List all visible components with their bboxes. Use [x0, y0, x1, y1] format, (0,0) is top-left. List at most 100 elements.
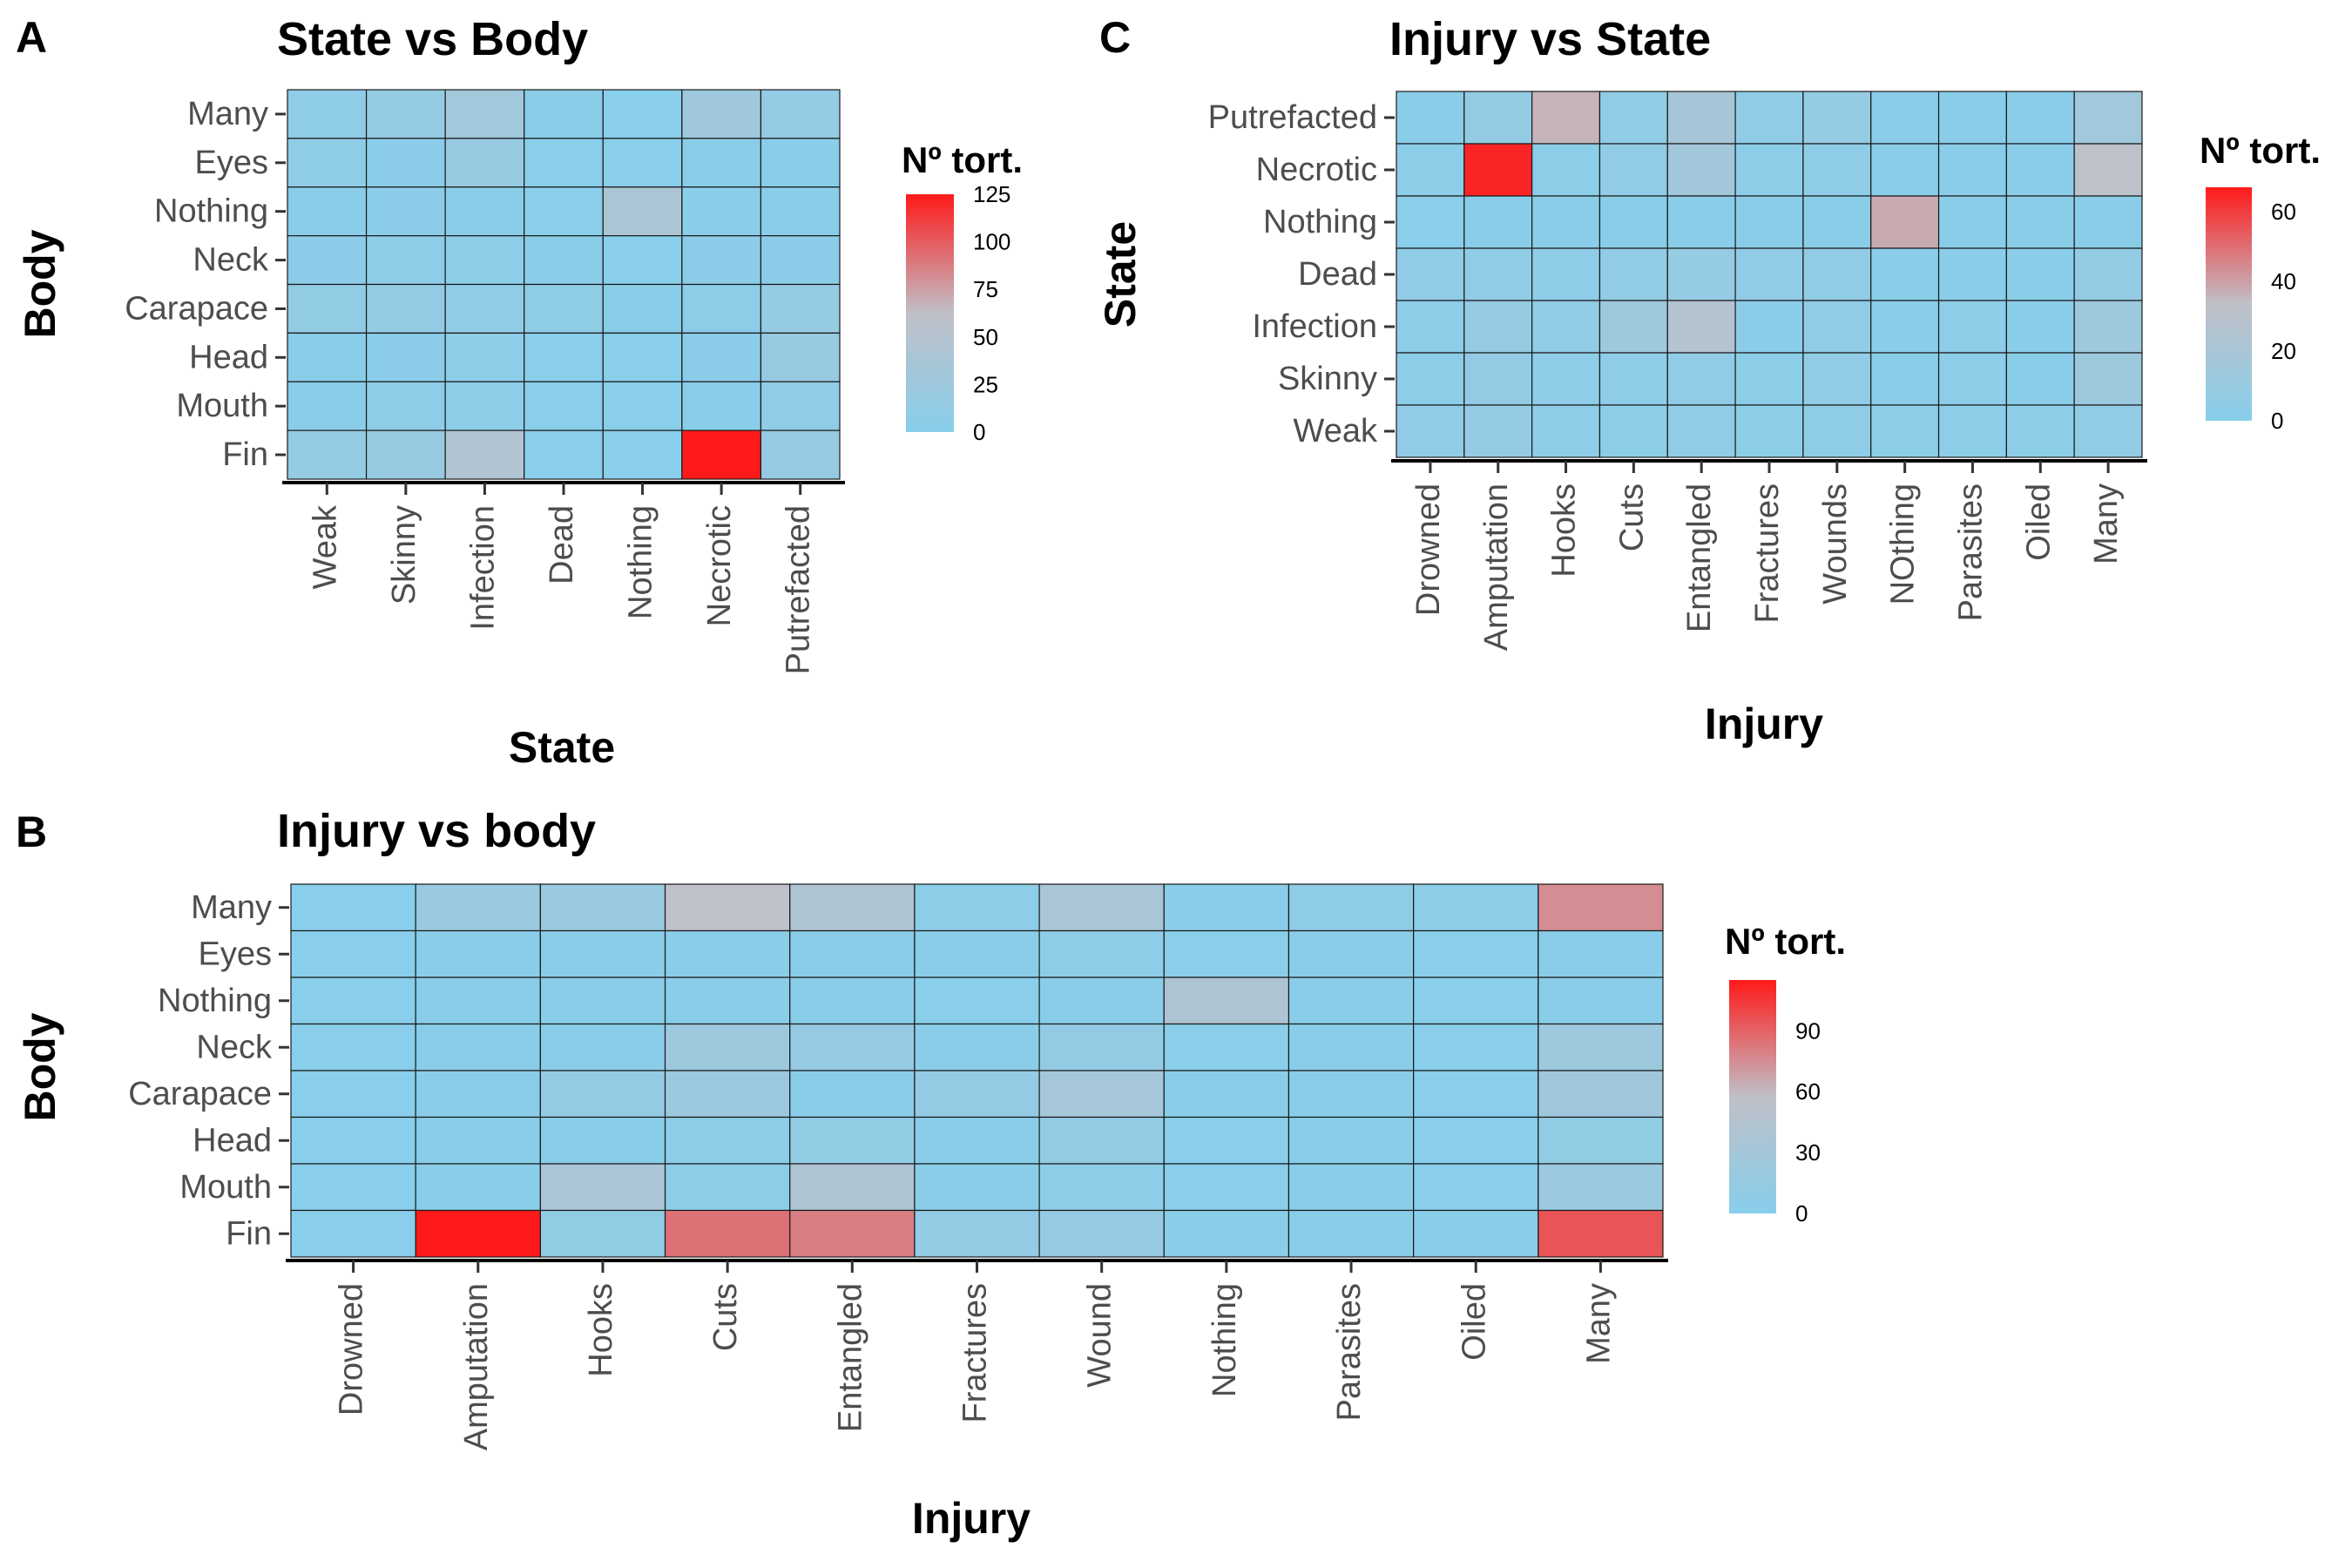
heatmap-cell: [365, 89, 446, 139]
heatmap-cell: [287, 235, 368, 286]
heatmap-cell: [1734, 195, 1804, 249]
heatmap-cell: [524, 89, 604, 139]
heatmap-cell: [1734, 352, 1804, 406]
heatmap-cell: [664, 1163, 791, 1212]
x-tick-label: Drowned: [1410, 483, 1447, 616]
heatmap-cell: [1598, 195, 1668, 249]
heatmap-cell: [1802, 91, 1872, 145]
heatmap-cell: [444, 429, 525, 480]
heatmap-cell: [760, 429, 841, 480]
heatmap-cell: [290, 1070, 416, 1119]
heatmap-cell: [290, 929, 416, 978]
heatmap-cell: [2073, 143, 2143, 197]
legend-tick-label: 100: [973, 229, 1010, 255]
heatmap-cell: [415, 929, 541, 978]
y-tick-label: Nothing: [1263, 204, 1377, 240]
heatmap-cells: [290, 883, 1664, 1258]
heatmap-cell: [1038, 1163, 1165, 1212]
heatmap-cell: [1396, 195, 1465, 249]
heatmap-cell: [539, 977, 666, 1025]
heatmap-cell: [1396, 247, 1465, 301]
heatmap-cell: [365, 138, 446, 188]
heatmap-cell: [664, 1209, 791, 1258]
heatmap-cell: [1734, 143, 1804, 197]
heatmap-cell: [1802, 404, 1872, 458]
heatmap-cell: [287, 332, 368, 382]
heatmap-cell: [1937, 352, 2007, 406]
color-legend: Nº tort. 0 30 60 90: [1725, 921, 1846, 1227]
y-axis-title: Body: [16, 1012, 64, 1121]
y-tick-label: Weak: [1294, 413, 1378, 449]
heatmap-cell: [789, 1070, 916, 1119]
y-tick-label: Many: [191, 889, 272, 926]
heatmap-cell: [365, 235, 446, 286]
heatmap-cell: [1396, 91, 1465, 145]
heatmap-cell: [1463, 91, 1533, 145]
y-tick-label: Fin: [226, 1215, 272, 1252]
x-tick-label: Cuts: [1613, 483, 1650, 551]
heatmap-cell: [1802, 352, 1872, 406]
x-tick-label: NOthing: [1885, 483, 1922, 605]
heatmap-cell: [1937, 247, 2007, 301]
heatmap-cell: [415, 1070, 541, 1119]
heatmap-cell: [1413, 1209, 1539, 1258]
heatmap-cell: [602, 186, 683, 237]
heatmap-cell: [1288, 977, 1415, 1025]
heatmap-cell: [1463, 300, 1533, 354]
heatmap-cell: [287, 283, 368, 334]
heatmap-cell: [664, 929, 791, 978]
y-tick-label: Head: [189, 339, 268, 375]
heatmap-cell: [539, 1163, 666, 1212]
x-tick-label: Drowned: [334, 1283, 370, 1416]
heatmap-cell: [1396, 300, 1465, 354]
heatmap-cell: [365, 429, 446, 480]
heatmap-cell: [1538, 977, 1664, 1025]
heatmap-cell: [1163, 977, 1290, 1025]
heatmap-cell: [1538, 883, 1664, 932]
heatmap-cell: [1937, 143, 2007, 197]
x-tick-label: Putrefacted: [781, 505, 817, 674]
heatmap-cell: [415, 1163, 541, 1212]
heatmap-cell: [2005, 143, 2075, 197]
legend-colorbar: [2206, 187, 2252, 421]
legend-title: Nº tort.: [2200, 130, 2321, 171]
heatmap-cell: [1666, 143, 1736, 197]
heatmap-cell: [365, 186, 446, 237]
heatmap-cell: [1396, 143, 1465, 197]
heatmap-cell: [1734, 91, 1804, 145]
y-tick-label: Necrotic: [1256, 152, 1377, 188]
heatmap-cell: [2073, 247, 2143, 301]
heatmap-cells: [1396, 91, 2143, 458]
y-axis: Many Eyes Nothing Neck Carapace Head Mouth Fin: [128, 889, 289, 1252]
x-tick-label: Infection: [464, 505, 501, 631]
legend-tick-label: 25: [973, 371, 998, 397]
chart-title: Injury vs State: [1389, 13, 1711, 65]
heatmap-cell: [1870, 143, 1940, 197]
legend-tick-label: 60: [2271, 199, 2296, 225]
heatmap-cell: [524, 138, 604, 188]
x-tick-label: Hooks: [583, 1283, 619, 1377]
heatmap-cell: [1288, 929, 1415, 978]
y-axis: Putrefacted Necrotic Nothing Dead Infection S…: [1208, 99, 1395, 449]
y-tick-label: Neck: [193, 242, 269, 279]
heatmap-cell: [1531, 143, 1601, 197]
legend-tick-label: 60: [1795, 1078, 1821, 1105]
legend-tick-label: 75: [973, 276, 998, 302]
heatmap-cell: [1288, 883, 1415, 932]
heatmap-cell: [681, 429, 762, 480]
y-tick-label: Infection: [1252, 308, 1377, 345]
heatmap-cell: [914, 883, 1040, 932]
legend-tick-label: 50: [973, 324, 998, 350]
heatmap-cell: [2005, 300, 2075, 354]
x-tick-label: Entangled: [1681, 483, 1718, 632]
heatmap-cell: [602, 138, 683, 188]
heatmap-cell: [287, 381, 368, 431]
y-axis-title: Body: [16, 229, 64, 338]
heatmap-cell: [1531, 247, 1601, 301]
heatmap-cell: [914, 1116, 1040, 1165]
heatmap-cell: [602, 89, 683, 139]
legend-tick-label: 0: [1795, 1200, 1808, 1227]
heatmap-cell: [602, 332, 683, 382]
heatmap-cell: [1538, 929, 1664, 978]
heatmap-cell: [290, 1023, 416, 1071]
